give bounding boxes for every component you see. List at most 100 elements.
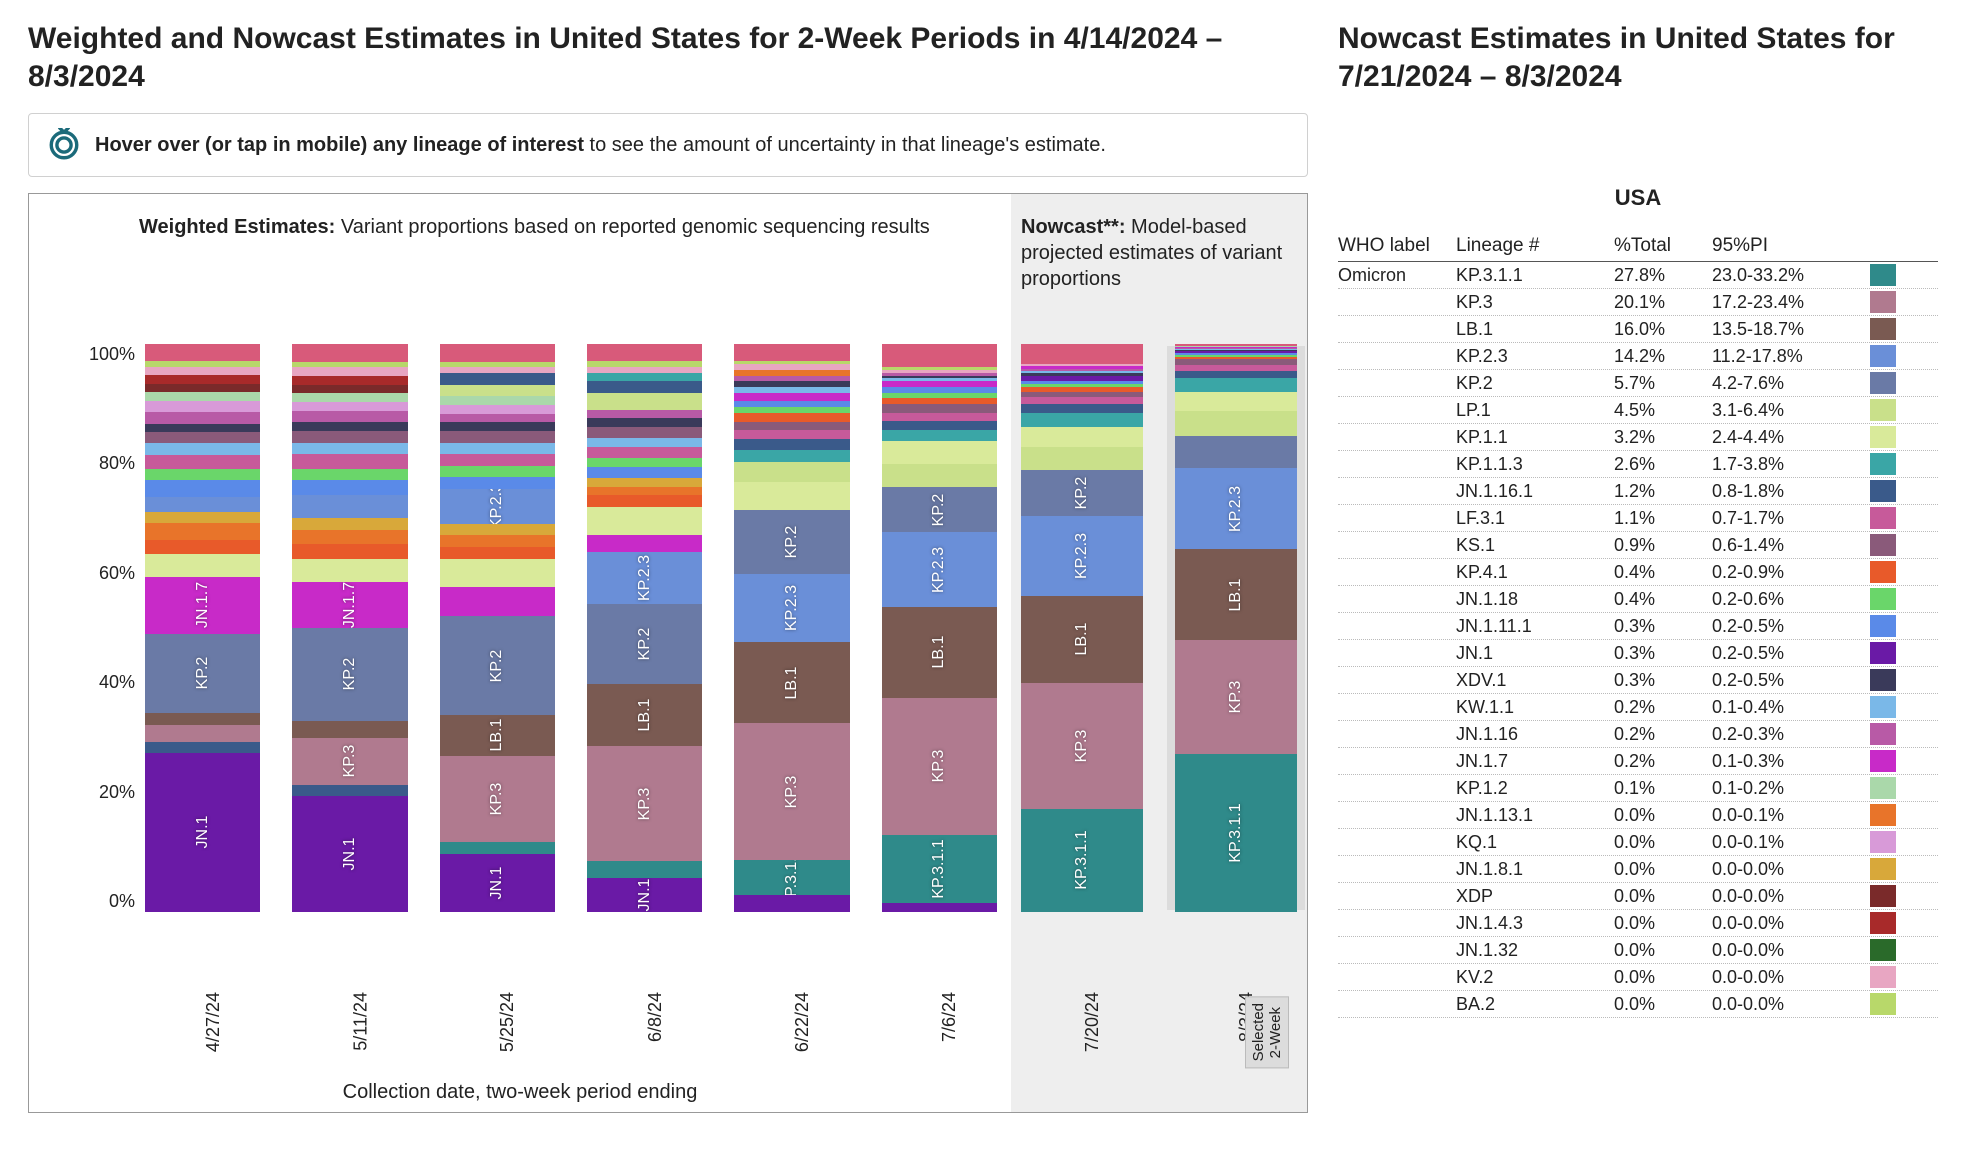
bar-segment[interactable]	[1021, 369, 1143, 371]
bar-segment[interactable]	[145, 713, 260, 724]
bar-segment[interactable]	[1021, 404, 1143, 413]
bar-segment[interactable]	[1021, 447, 1143, 470]
bar-segment[interactable]	[440, 454, 555, 466]
bar-segment[interactable]	[145, 540, 260, 554]
bar-segment[interactable]	[145, 361, 260, 367]
bar-segment[interactable]: KP.2.3	[882, 532, 997, 606]
bar-segment[interactable]	[145, 469, 260, 480]
bar-segment[interactable]	[882, 378, 997, 381]
bar-segment[interactable]: LB.1	[1021, 596, 1143, 682]
bar-segment[interactable]	[440, 385, 555, 397]
bar-segment[interactable]: KP.2.3	[1175, 468, 1297, 549]
bar-segment[interactable]	[292, 530, 407, 544]
bar-segment[interactable]	[587, 478, 702, 487]
bar-segment[interactable]: KP.3	[734, 723, 849, 861]
bar-segment[interactable]	[145, 367, 260, 376]
bar-segment[interactable]	[292, 367, 407, 376]
bar-column[interactable]: JN.1KP.3LB.1KP.2KP.2.3	[587, 344, 702, 912]
bar-segment[interactable]	[1021, 392, 1143, 398]
table-row[interactable]: KP.4.10.4%0.2-0.9%	[1338, 559, 1938, 586]
bar-segment[interactable]	[1021, 376, 1143, 381]
table-row[interactable]: XDV.10.3%0.2-0.5%	[1338, 667, 1938, 694]
bar-segment[interactable]	[1175, 346, 1297, 347]
table-row[interactable]: LB.116.0%13.5-18.7%	[1338, 316, 1938, 343]
bar-segment[interactable]	[292, 480, 407, 494]
bar-segment[interactable]	[440, 559, 555, 588]
bar-segment[interactable]	[734, 462, 849, 482]
bar-segment[interactable]: KP.2	[734, 510, 849, 573]
bar-segment[interactable]	[734, 344, 849, 361]
bar-segment[interactable]: KP.3	[587, 746, 702, 860]
bar-segment[interactable]	[587, 535, 702, 552]
bar-segment[interactable]: KP.2	[587, 604, 702, 684]
bar-segment[interactable]: KP.2.3	[1021, 516, 1143, 596]
bar-segment[interactable]	[292, 344, 407, 361]
bar-segment[interactable]: LB.1	[587, 684, 702, 747]
bar-segment[interactable]	[734, 361, 849, 364]
bar-segment[interactable]	[292, 376, 407, 385]
table-row[interactable]: JN.1.320.0%0.0-0.0%	[1338, 937, 1938, 964]
bar-segment[interactable]	[292, 721, 407, 738]
bar-column[interactable]: JN.1KP.2JN.1.7	[145, 344, 260, 912]
table-row[interactable]: KP.2.314.2%11.2-17.8%	[1338, 343, 1938, 370]
bar-segment[interactable]	[292, 402, 407, 411]
bar-segment[interactable]	[882, 903, 997, 912]
bar-segment[interactable]	[587, 381, 702, 392]
table-row[interactable]: KP.25.7%4.2-7.6%	[1338, 370, 1938, 397]
bar-segment[interactable]	[882, 398, 997, 404]
bar-segment[interactable]	[440, 477, 555, 489]
table-row[interactable]: KP.320.1%17.2-23.4%	[1338, 289, 1938, 316]
bar-segment[interactable]	[292, 393, 407, 402]
bar-segment[interactable]	[1021, 373, 1143, 376]
bar-segment[interactable]	[1021, 371, 1143, 373]
bar-segment[interactable]	[145, 443, 260, 454]
bar-column[interactable]: JN.1KP.3KP.2JN.1.7	[292, 344, 407, 912]
table-row[interactable]: KW.1.10.2%0.1-0.4%	[1338, 694, 1938, 721]
bar-segment[interactable]	[1175, 350, 1297, 352]
table-row[interactable]: JN.1.13.10.0%0.0-0.1%	[1338, 802, 1938, 829]
bar-segment[interactable]: JN.1	[292, 796, 407, 912]
bar-segment[interactable]	[882, 344, 997, 367]
bar-segment[interactable]	[145, 725, 260, 742]
bar-segment[interactable]	[734, 393, 849, 402]
bar-segment[interactable]: KP.2	[1021, 470, 1143, 516]
bar-segment[interactable]: JN.1.7	[145, 577, 260, 634]
bar-segment[interactable]	[1175, 349, 1297, 350]
table-row[interactable]: KP.1.1.32.6%1.7-3.8%	[1338, 451, 1938, 478]
bar-segment[interactable]: KP.3.1.1	[1021, 809, 1143, 912]
bar-segment[interactable]	[292, 443, 407, 455]
bar-segment[interactable]	[587, 447, 702, 458]
bar-segment[interactable]	[145, 742, 260, 753]
bar-segment[interactable]	[145, 480, 260, 497]
bar-segment[interactable]	[734, 482, 849, 511]
bar-segment[interactable]	[440, 373, 555, 385]
bar-segment[interactable]	[440, 524, 555, 536]
bar-segment[interactable]	[1175, 359, 1297, 364]
bar-segment[interactable]: JN.1	[440, 854, 555, 912]
bar-segment[interactable]	[1175, 357, 1297, 359]
bar-column[interactable]: KP.3.1.1KP.3LB.1KP.2.3KP.2	[734, 344, 849, 912]
bar-segment[interactable]	[587, 393, 702, 410]
bar-segment[interactable]	[882, 381, 997, 387]
table-row[interactable]: JN.1.4.30.0%0.0-0.0%	[1338, 910, 1938, 937]
bar-segment[interactable]	[734, 407, 849, 413]
bar-segment[interactable]	[440, 587, 555, 616]
table-row[interactable]: JN.1.180.4%0.2-0.6%	[1338, 586, 1938, 613]
bar-segment[interactable]	[734, 364, 849, 370]
bar-segment[interactable]	[1175, 371, 1297, 378]
bar-segment[interactable]	[440, 535, 555, 547]
bar-segment[interactable]	[440, 396, 555, 405]
bar-segment[interactable]	[734, 401, 849, 407]
bar-segment[interactable]: KP.2	[145, 634, 260, 714]
bar-segment[interactable]	[440, 414, 555, 423]
bar-segment[interactable]	[882, 413, 997, 422]
bar-segment[interactable]	[734, 895, 849, 912]
bar-segment[interactable]	[145, 344, 260, 361]
table-row[interactable]: JN.1.8.10.0%0.0-0.0%	[1338, 856, 1938, 883]
bar-segment[interactable]	[734, 413, 849, 422]
bar-segment[interactable]	[1021, 413, 1143, 427]
bar-segment[interactable]	[292, 495, 407, 518]
bar-segment[interactable]	[882, 393, 997, 399]
bar-segment[interactable]	[440, 367, 555, 373]
bar-segment[interactable]	[292, 559, 407, 582]
